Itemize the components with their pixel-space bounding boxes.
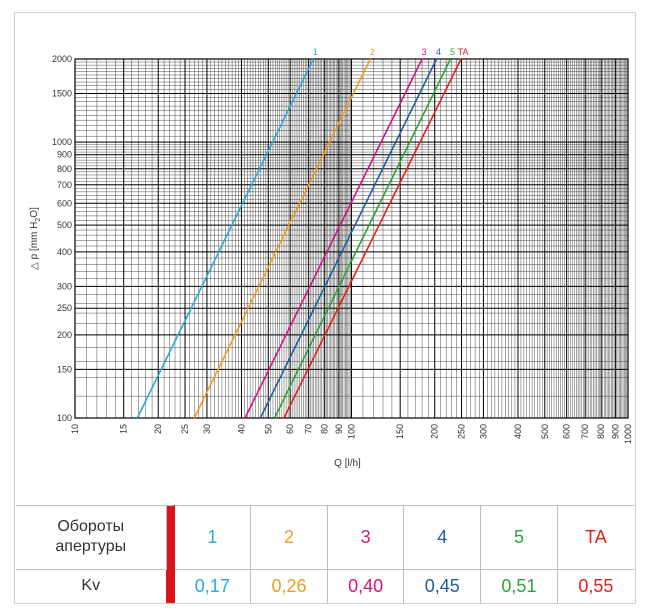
y-tick-label: 900 — [57, 150, 72, 160]
opening-cell: TA — [556, 505, 634, 570]
y-axis-label: △ p [mm H2O] — [29, 207, 42, 270]
openings-header-line1: Обороты — [57, 518, 125, 536]
kv-header: Kv — [16, 568, 167, 603]
x-tick-label: 400 — [513, 424, 523, 439]
x-tick-label: 70 — [304, 424, 314, 434]
series-line-ta — [283, 58, 462, 419]
x-tick-label: 80 — [320, 424, 330, 434]
x-tick-label: 500 — [540, 424, 550, 439]
x-tick-label: 25 — [180, 424, 190, 434]
openings-header-line2: апертуры — [55, 538, 127, 556]
x-tick-label: 100 — [347, 424, 357, 439]
y-tick-label: 500 — [57, 220, 72, 230]
x-axis-label: Q [l/h] — [334, 458, 361, 469]
series-label-5: 5 — [450, 47, 455, 57]
series-line-4 — [259, 58, 438, 419]
kv-cell: 0,45 — [403, 568, 482, 603]
x-tick-label: 10 — [70, 424, 80, 434]
opening-cell: 2 — [250, 505, 328, 570]
x-tick-label: 20 — [153, 424, 163, 434]
x-tick-label: 30 — [202, 424, 212, 434]
red-separator — [165, 505, 175, 603]
kv-cell: 0,17 — [173, 568, 252, 603]
y-tick-label: 700 — [57, 180, 72, 190]
x-tick-label: 60 — [285, 424, 295, 434]
y-tick-label: 150 — [57, 364, 72, 374]
series-label-ta: TA — [458, 47, 469, 57]
kv-cell: 0,55 — [556, 568, 634, 603]
x-tick-label: 90 — [334, 424, 344, 434]
y-tick-label: 200 — [57, 330, 72, 340]
chart-frame: 10 15 20 25 30 40 50 60 70 80 90 100 150 200 250 300 400… — [14, 12, 636, 604]
x-tick-label: 300 — [478, 424, 488, 439]
x-tick-label: 1000 — [623, 424, 633, 444]
y-tick-label: 800 — [57, 164, 72, 174]
x-tick-label: 600 — [562, 424, 572, 439]
y-tick-label: 100 — [57, 413, 72, 423]
kv-cell: 0,51 — [480, 568, 558, 603]
y-tick-label: 1000 — [52, 137, 72, 147]
y-tick-label: 600 — [57, 198, 72, 208]
table-row-kv: Kv 0,17 0,26 0,40 0,45 0,51 0,55 — [16, 568, 634, 603]
x-tick-label: 200 — [430, 424, 440, 439]
series-label-3: 3 — [422, 47, 427, 57]
y-tick-label: 250 — [57, 303, 72, 313]
y-tick-label: 400 — [57, 247, 72, 257]
opening-cell: 1 — [173, 505, 252, 570]
table-row-openings: Обороты апертуры 1 2 3 4 5 TA — [16, 505, 634, 603]
series-line-2 — [193, 58, 372, 419]
x-tick-label: 800 — [596, 424, 606, 439]
openings-header: Обороты апертуры — [16, 505, 167, 570]
opening-cell: 3 — [326, 505, 405, 570]
opening-cell: 4 — [403, 505, 482, 570]
x-tick-label: 900 — [610, 424, 620, 439]
x-tick-label: 150 — [395, 424, 405, 439]
plot-border — [74, 58, 629, 419]
kv-cell: 0,40 — [326, 568, 405, 603]
x-tick-label: 250 — [457, 424, 467, 439]
series-line-5 — [273, 58, 452, 419]
x-tick-label: 15 — [119, 424, 129, 434]
series-label-2: 2 — [370, 47, 375, 57]
y-tick-label: 2000 — [52, 54, 72, 64]
pressure-flow-chart: 10 15 20 25 30 40 50 60 70 80 90 100 150 200 250 300 400… — [29, 47, 633, 469]
series-line-1 — [136, 58, 315, 419]
series-label-1: 1 — [313, 47, 318, 57]
series-line-3 — [244, 58, 423, 419]
kv-cell: 0,26 — [250, 568, 328, 603]
kv-table: Обороты апертуры 1 2 3 4 5 TA Kv 0,17 0,… — [16, 505, 634, 603]
y-tick-label: 300 — [57, 281, 72, 291]
x-tick-label: 40 — [236, 424, 246, 434]
series-label-4: 4 — [436, 47, 441, 57]
x-tick-label: 700 — [580, 424, 590, 439]
x-tick-label: 50 — [263, 424, 273, 434]
opening-cell: 5 — [480, 505, 558, 570]
y-tick-label: 1500 — [52, 88, 72, 98]
